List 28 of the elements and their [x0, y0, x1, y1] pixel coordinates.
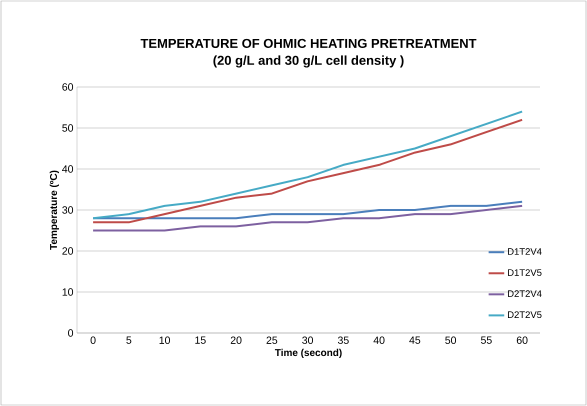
y-tick-label: 0: [68, 329, 74, 337]
legend-label: D2T2V5: [508, 311, 542, 318]
x-axis-title: Time (second): [274, 348, 342, 358]
chart-subtitle: (20 g/L and 30 g/L cell density ): [213, 55, 404, 68]
x-tick-label: 30: [302, 336, 314, 344]
y-tick-label: 10: [62, 288, 74, 296]
x-tick-label: 15: [195, 336, 206, 344]
x-tick-label: 35: [338, 336, 349, 344]
x-tick-label: 5: [126, 336, 132, 344]
x-tick-label: 10: [160, 336, 170, 344]
y-axis-title: Temperature (ºC): [50, 170, 59, 250]
x-tick-label: 50: [445, 336, 456, 344]
x-tick-label: 40: [374, 336, 385, 344]
y-tick-label: 30: [62, 206, 74, 214]
x-tick-label: 20: [230, 336, 242, 344]
x-tick-label: 0: [90, 336, 96, 344]
y-tick-label: 60: [62, 83, 74, 91]
chart-title: TEMPERATURE OF OHMIC HEATING PRETREATMENT: [140, 38, 476, 48]
x-tick-label: 45: [409, 336, 420, 344]
y-tick-label: 50: [62, 124, 74, 132]
y-tick-label: 40: [62, 165, 74, 173]
legend-label: D1T2V4: [508, 248, 542, 255]
x-tick-label: 55: [480, 336, 492, 344]
legend-label: D2T2V4: [508, 290, 542, 297]
x-tick-label: 60: [516, 336, 528, 344]
y-tick-label: 20: [62, 247, 74, 255]
x-tick-label: 25: [266, 336, 278, 344]
legend-label: D1T2V5: [508, 269, 542, 276]
